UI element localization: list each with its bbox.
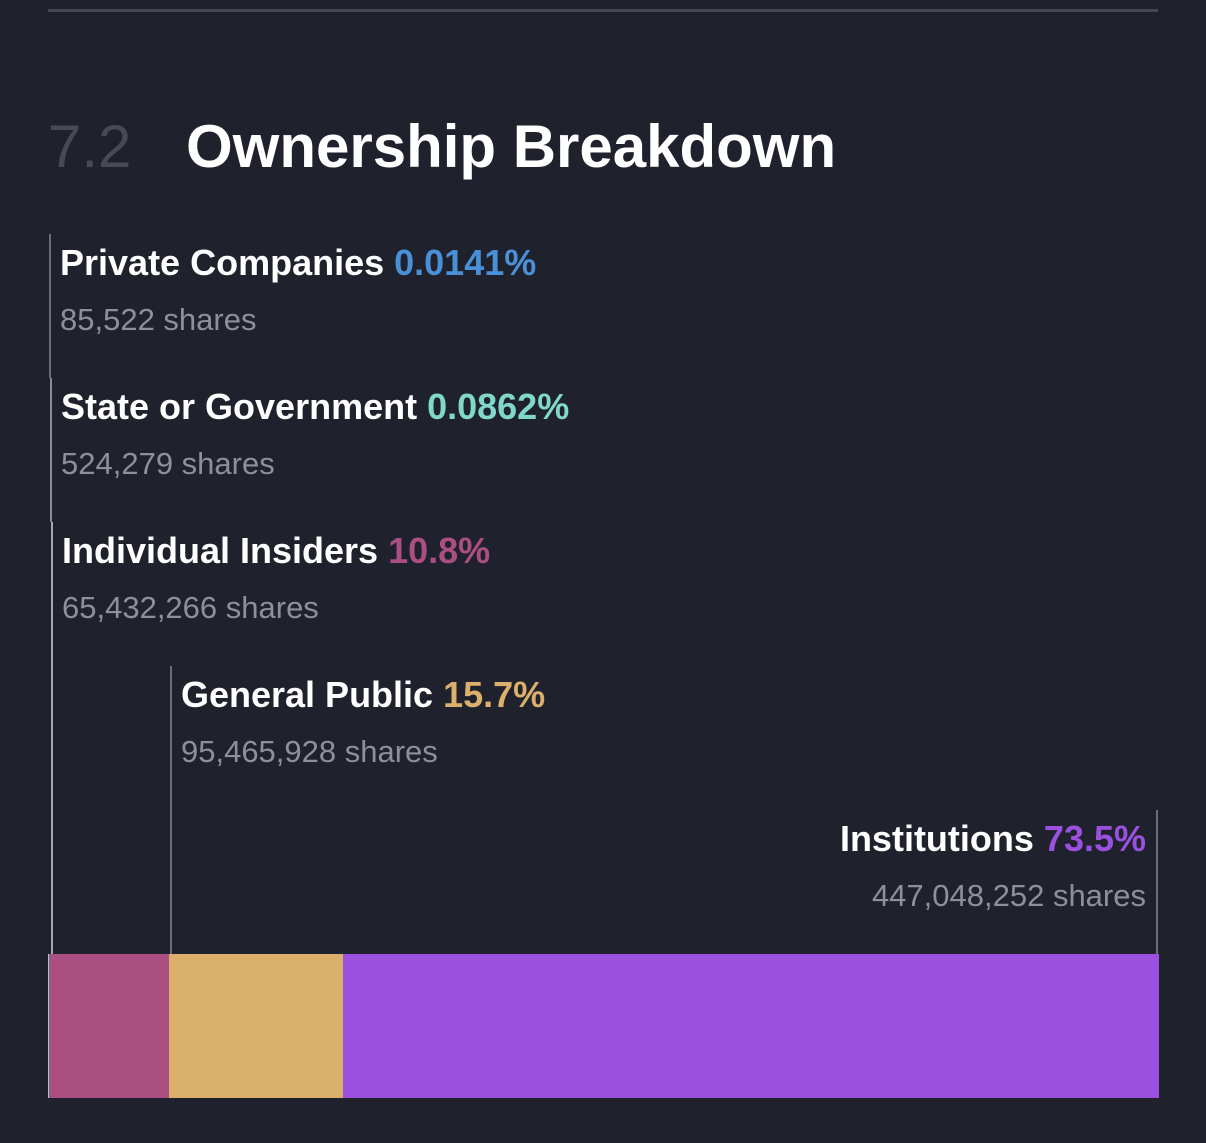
share-count: 447,048,252 shares [871,878,1146,913]
label-individual-insiders: Individual Insiders 10.8% 65,432,266 shar… [62,530,490,626]
category-name: Private Companies [60,242,395,283]
bar-segment-state-or-government [48,954,50,1098]
share-count: 65,432,266 shares [62,590,319,625]
category-name: General Public [180,674,444,715]
label-institutions: Institutions 73.5% 447,048,252 shares [840,818,1146,914]
category-percent: 15.7% [443,674,546,715]
label-general-public: General Public 15.7% 95,465,928 shares [181,674,545,770]
leader-line-state-or-government [50,378,52,522]
bar-segment-general-public [168,954,344,1098]
share-count: 85,522 shares [60,302,257,337]
category-percent: 0.0862% [427,386,570,427]
leader-line-general-public [169,666,172,954]
bar-segment-institutions [343,954,1160,1098]
category-percent: 10.8% [388,530,491,571]
category-percent: 73.5% [1043,818,1146,859]
section-divider [48,9,1158,12]
category-name: Individual Insiders [62,530,389,571]
label-private-companies: Private Companies 0.0141% 85,522 shares [60,242,536,338]
category-name: State or Government [61,386,428,427]
category-percent: 0.0141% [394,242,537,283]
leader-line-individual-insiders [51,522,53,954]
share-count: 95,465,928 shares [180,734,438,769]
share-count: 524,279 shares [61,446,275,481]
section-number: 7.2 [48,113,132,180]
label-state-or-government: State or Government 0.0862% 524,279 share… [61,386,569,482]
leader-line-institutions [1156,810,1158,954]
category-name: Institutions [839,818,1044,859]
leader-line-private-companies [49,234,51,378]
section-title: Ownership Breakdown [186,113,837,180]
bar-segment-individual-insiders [49,954,169,1098]
